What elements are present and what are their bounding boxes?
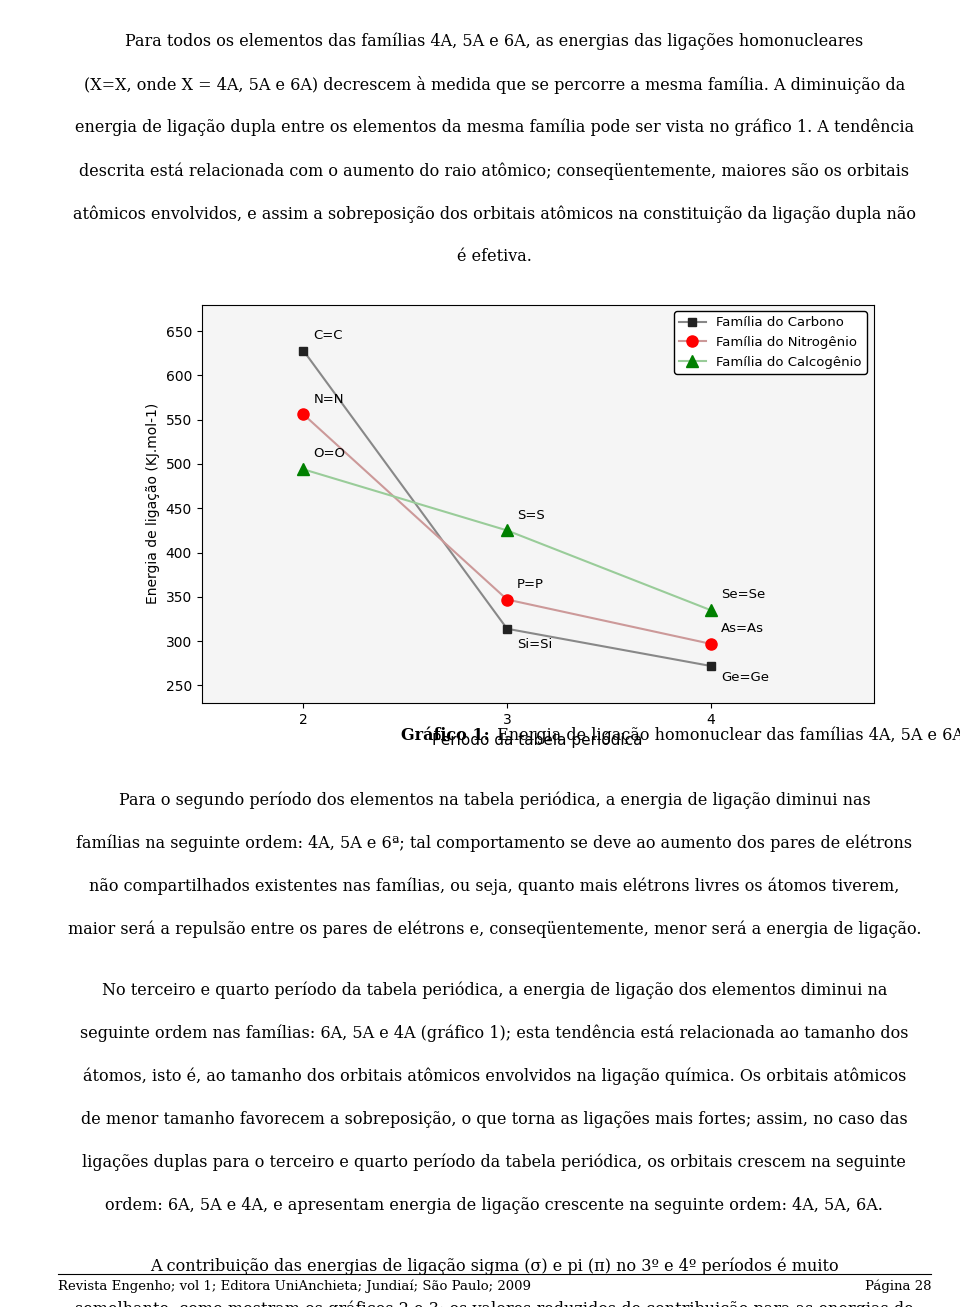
Text: Revista Engenho; vol 1; Editora UniAnchieta; Jundiaí; São Paulo; 2009: Revista Engenho; vol 1; Editora UniAnchi… — [58, 1280, 531, 1293]
Text: (X=X, onde X = 4A, 5A e 6A) decrescem à medida que se percorre a mesma família. : (X=X, onde X = 4A, 5A e 6A) decrescem à … — [84, 76, 905, 94]
Legend: Família do Carbono, Família do Nitrogênio, Família do Calcogênio: Família do Carbono, Família do Nitrogêni… — [674, 311, 867, 374]
Text: A contribuição das energias de ligação sigma (σ) e pi (π) no 3º e 4º períodos é : A contribuição das energias de ligação s… — [150, 1257, 839, 1274]
Text: Se=Se: Se=Se — [721, 588, 765, 601]
Text: S=S: S=S — [517, 508, 545, 521]
Text: energia de ligação dupla entre os elementos da mesma família pode ser vista no g: energia de ligação dupla entre os elemen… — [75, 119, 914, 136]
Text: atômicos envolvidos, e assim a sobreposição dos orbitais atômicos na constituiçã: atômicos envolvidos, e assim a sobreposi… — [73, 205, 916, 222]
Text: não compartilhados existentes nas famílias, ou seja, quanto mais elétrons livres: não compartilhados existentes nas famíli… — [89, 878, 900, 895]
Text: No terceiro e quarto período da tabela periódica, a energia de ligação dos eleme: No terceiro e quarto período da tabela p… — [102, 982, 887, 999]
Text: ordem: 6A, 5A e 4A, e apresentam energia de ligação crescente na seguinte ordem:: ordem: 6A, 5A e 4A, e apresentam energia… — [106, 1197, 883, 1214]
Text: O=O: O=O — [314, 447, 346, 460]
Text: Para todos os elementos das famílias 4A, 5A e 6A, as energias das ligações homon: Para todos os elementos das famílias 4A,… — [125, 33, 864, 50]
Text: Página 28: Página 28 — [865, 1280, 931, 1293]
Text: Gráfico 1:: Gráfico 1: — [401, 727, 490, 744]
Text: C=C: C=C — [314, 329, 343, 341]
Text: Si=Si: Si=Si — [517, 638, 553, 651]
Text: Para o segundo período dos elementos na tabela periódica, a energia de ligação d: Para o segundo período dos elementos na … — [118, 792, 871, 809]
Text: átomos, isto é, ao tamanho dos orbitais atômicos envolvidos na ligação química. : átomos, isto é, ao tamanho dos orbitais … — [83, 1068, 906, 1085]
Text: descrita está relacionada com o aumento do raio atômico; conseqüentemente, maior: descrita está relacionada com o aumento … — [80, 162, 909, 179]
Text: seguinte ordem nas famílias: 6A, 5A e 4A (gráfico 1); esta tendência está relaci: seguinte ordem nas famílias: 6A, 5A e 4A… — [80, 1025, 909, 1042]
Text: maior será a repulsão entre os pares de elétrons e, conseqüentemente, menor será: maior será a repulsão entre os pares de … — [67, 921, 922, 938]
Text: N=N: N=N — [314, 392, 344, 405]
Text: é efetiva.: é efetiva. — [457, 248, 532, 265]
Text: de menor tamanho favorecem a sobreposição, o que torna as ligações mais fortes; : de menor tamanho favorecem a sobreposiçã… — [81, 1111, 908, 1128]
Text: famílias na seguinte ordem: 4A, 5A e 6ª; tal comportamento se deve ao aumento do: famílias na seguinte ordem: 4A, 5A e 6ª;… — [77, 835, 912, 852]
Text: ligações duplas para o terceiro e quarto período da tabela periódica, os orbitai: ligações duplas para o terceiro e quarto… — [83, 1154, 906, 1171]
Text: P=P: P=P — [517, 578, 544, 591]
Text: semelhante, como mostram os gráficos 2 e 3; os valores reduzidos de contribuição: semelhante, como mostram os gráficos 2 e… — [75, 1300, 914, 1307]
Text: Energia de ligação homonuclear das famílias 4A, 5A e 6A.: Energia de ligação homonuclear das famíl… — [492, 727, 960, 744]
X-axis label: Período da tabela periódica: Período da tabela periódica — [432, 732, 643, 749]
Text: As=As: As=As — [721, 622, 764, 635]
Y-axis label: Energia de ligação (KJ.mol-1): Energia de ligação (KJ.mol-1) — [146, 404, 160, 604]
Text: Ge=Ge: Ge=Ge — [721, 670, 769, 684]
